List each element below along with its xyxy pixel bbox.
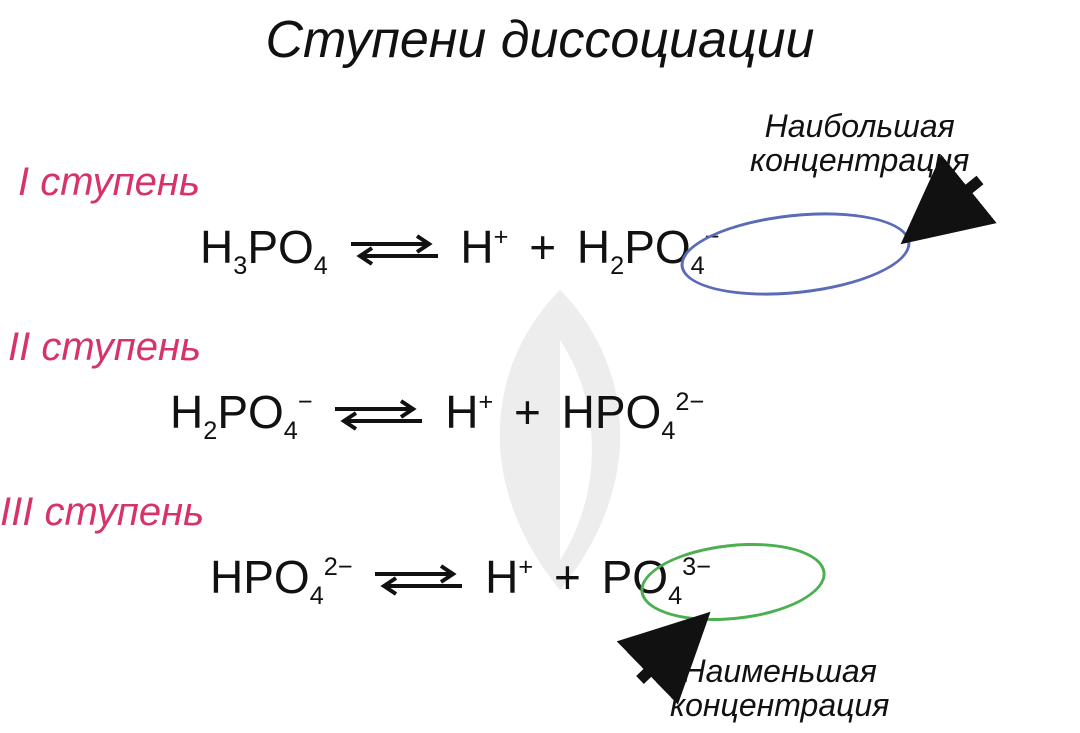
page-title: Ступени диссоциации [0, 10, 1080, 70]
step-2-lhs: H2PO4− [170, 386, 325, 438]
step-2-label: II ступень [8, 325, 201, 370]
step-1-rhs2: H2PO4− [577, 221, 720, 273]
plus-sign: + [554, 551, 581, 603]
step-2-rhs1: H+ [445, 386, 506, 438]
step-3-rhs2: PO43− [602, 551, 711, 603]
annotation-top: Наибольшая концентрация [750, 110, 969, 177]
step-2-rhs2: HPO42− [562, 386, 705, 438]
step-1-rhs1: H+ [460, 221, 521, 273]
step-1-lhs: H3PO4 [200, 221, 341, 273]
equilibrium-arrow-icon [331, 389, 426, 443]
equilibrium-arrow-icon [371, 554, 466, 608]
step-2-formula: H2PO4− H+ + HPO42− [170, 385, 704, 445]
plus-sign: + [529, 221, 556, 273]
step-3-lhs: HPO42− [210, 551, 365, 603]
plus-sign: + [514, 386, 541, 438]
step-1-label: I ступень [18, 160, 200, 205]
step-1-formula: H3PO4 H+ + H2PO4− [200, 220, 720, 280]
step-3-formula: HPO42− H+ + PO43− [210, 550, 711, 610]
step-3-rhs1: H+ [485, 551, 546, 603]
equilibrium-arrow-icon [347, 224, 442, 278]
annotation-bottom: Наименьшая концентрация [670, 655, 889, 722]
step-3-label: III ступень [0, 490, 204, 535]
